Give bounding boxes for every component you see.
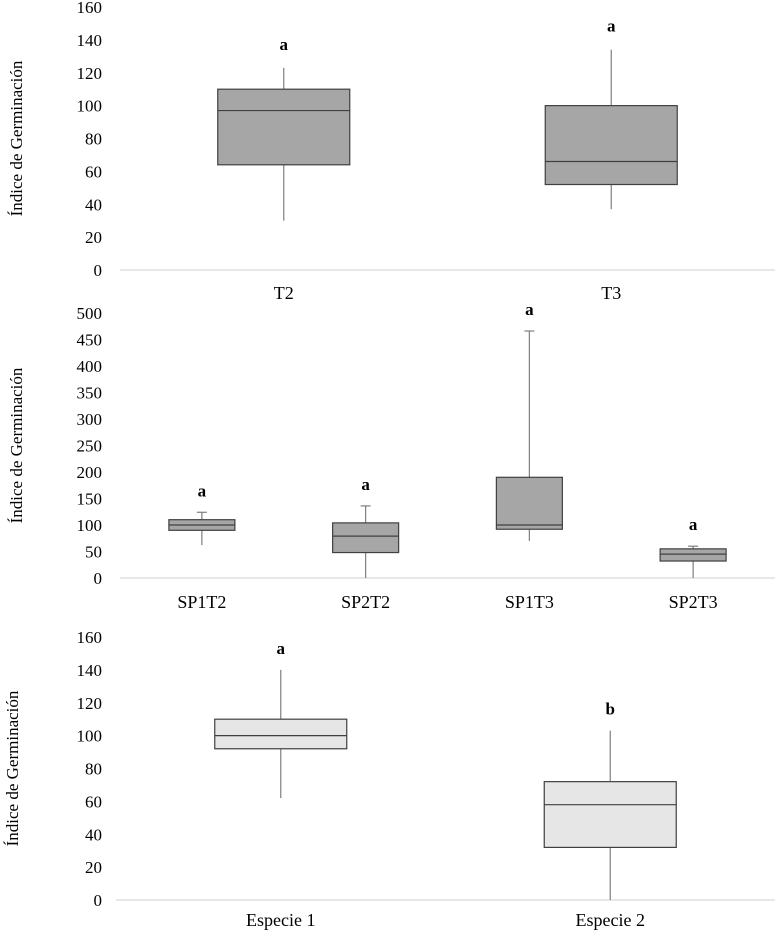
x-category-label: Especie 1 xyxy=(246,910,315,930)
y-tick-label: 100 xyxy=(77,97,103,116)
y-tick-label: 160 xyxy=(77,0,103,17)
y-tick-label: 250 xyxy=(77,437,103,456)
x-category-label: T2 xyxy=(274,283,294,303)
box-iqr xyxy=(332,522,400,554)
y-tick-label: 20 xyxy=(85,228,102,247)
y-tick-label: 150 xyxy=(77,490,103,509)
panel-2-species-treatment-boxplot: Índice de Germinación 0 50 100 150 200 250 300 3… xyxy=(7,300,775,612)
significance-letter: a xyxy=(361,475,370,494)
y-tick-label: 60 xyxy=(85,792,102,811)
y-tick-label: 100 xyxy=(77,727,103,746)
y-tick-label: 20 xyxy=(85,858,102,877)
y-tick-label: 0 xyxy=(94,569,103,588)
y-tick-label: 120 xyxy=(77,694,103,713)
box-t3: a xyxy=(544,17,678,210)
y-tick-label: 40 xyxy=(85,195,102,214)
x-category-label: T3 xyxy=(601,283,621,303)
y-tick-label: 140 xyxy=(77,661,103,680)
box-iqr xyxy=(495,476,563,530)
significance-letter: a xyxy=(198,481,207,500)
y-tick-label: 300 xyxy=(77,410,103,429)
significance-letter: a xyxy=(607,17,616,36)
y-axis-title: Índice de Germinación xyxy=(3,690,22,846)
significance-letter: a xyxy=(280,35,289,54)
y-axis-title: Índice de Germinación xyxy=(7,60,26,216)
box-especie-1: a xyxy=(214,639,348,799)
panel-3-species-boxplot: Índice de Germinación 0 20 40 60 80 100 120 140 1… xyxy=(3,628,775,930)
box-t2: a xyxy=(217,35,351,221)
significance-letter: a xyxy=(277,639,286,658)
box-iqr xyxy=(659,548,727,562)
y-tick-label: 450 xyxy=(77,331,103,350)
y-tick-label: 160 xyxy=(77,628,103,647)
box-sp2t3: a xyxy=(659,515,727,578)
x-category-label: Especie 2 xyxy=(576,910,645,930)
box-sp1t2: a xyxy=(168,481,236,546)
y-tick-label: 500 xyxy=(77,304,103,323)
y-tick-label: 140 xyxy=(77,31,103,50)
x-category-label: SP2T3 xyxy=(669,592,718,612)
y-tick-label: 40 xyxy=(85,825,102,844)
y-axis-title: Índice de Germinación xyxy=(7,367,26,523)
y-tick-label: 120 xyxy=(77,64,103,83)
y-tick-label: 200 xyxy=(77,463,103,482)
y-tick-label: 0 xyxy=(94,261,103,280)
significance-letter: a xyxy=(525,300,534,319)
significance-letter: b xyxy=(606,700,615,719)
box-sp1t3: a xyxy=(495,300,563,541)
y-tick-label: 350 xyxy=(77,384,103,403)
y-tick-label: 0 xyxy=(94,891,103,910)
x-category-label: SP1T3 xyxy=(505,592,554,612)
box-especie-2: b xyxy=(543,700,677,900)
box-iqr xyxy=(214,718,348,750)
box-sp2t2: a xyxy=(332,475,400,578)
panel-1-treatment-boxplot: Índice de Germinación 0 20 40 60 80 100 120 140 1… xyxy=(7,0,775,303)
box-iqr xyxy=(217,88,351,166)
y-tick-label: 60 xyxy=(85,162,102,181)
y-tick-label: 400 xyxy=(77,357,103,376)
significance-letter: a xyxy=(689,515,698,534)
box-iqr xyxy=(543,781,677,849)
y-tick-label: 80 xyxy=(85,760,102,779)
x-category-label: SP1T2 xyxy=(177,592,226,612)
x-category-label: SP2T2 xyxy=(341,592,390,612)
y-tick-label: 100 xyxy=(77,516,103,535)
box-iqr xyxy=(544,105,678,186)
y-tick-label: 50 xyxy=(85,543,102,562)
y-tick-label: 80 xyxy=(85,130,102,149)
